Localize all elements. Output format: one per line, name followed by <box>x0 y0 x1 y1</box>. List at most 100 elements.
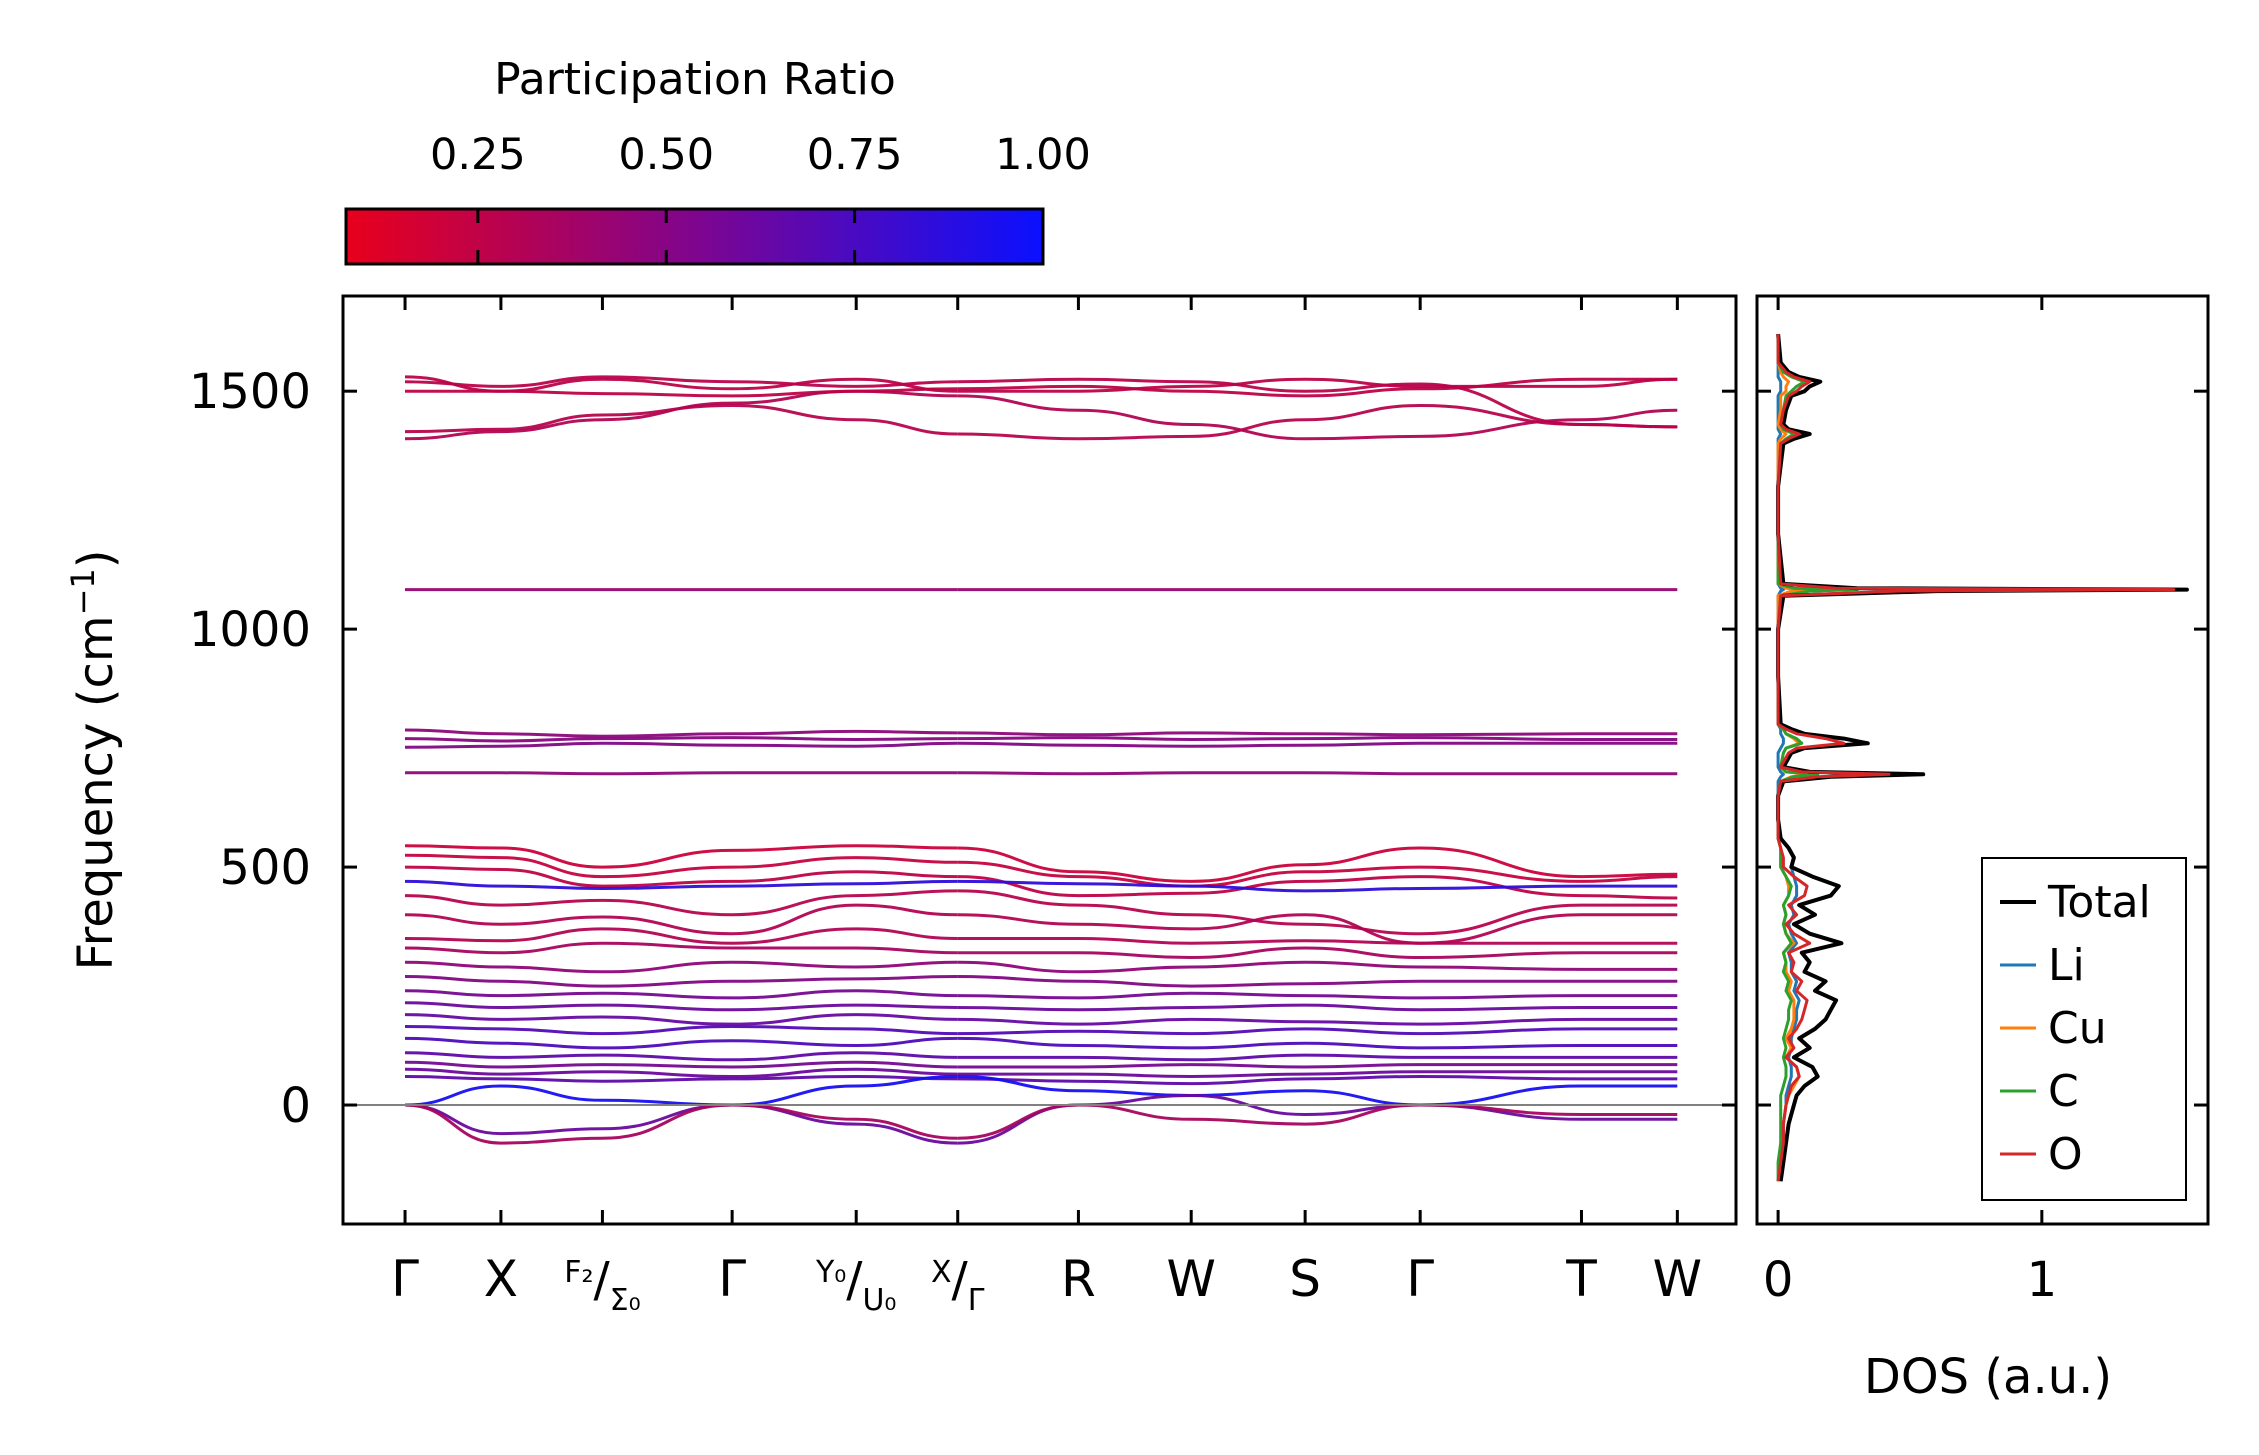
band-line <box>957 1036 1678 1050</box>
band-line <box>404 1024 958 1036</box>
band-line <box>957 1074 1678 1086</box>
band-line <box>404 975 958 988</box>
legend-label-cu: Cu <box>2048 1003 2107 1054</box>
band-line <box>957 377 1678 393</box>
band-line <box>404 1075 958 1107</box>
band-line <box>404 1103 958 1145</box>
band-line <box>404 1067 958 1079</box>
band-line <box>957 1053 1678 1062</box>
band-line <box>404 728 958 738</box>
band-line <box>957 377 1678 398</box>
band-line <box>404 741 958 749</box>
colorbar-title: Participation Ratio <box>494 54 896 105</box>
band-line <box>957 991 1678 1000</box>
dos-frame <box>1755 294 2210 1226</box>
y-tick-label: 0 <box>280 1078 311 1134</box>
kpoint-label: Γ <box>1406 1250 1434 1308</box>
dos-ticks <box>1757 296 2208 1224</box>
kpoint-label: W <box>1653 1250 1702 1308</box>
colorbar-tick-label: 0.75 <box>807 130 903 180</box>
band-line <box>957 1027 1678 1036</box>
band-line <box>957 975 1678 988</box>
band-line <box>404 941 958 955</box>
y-axis-title-main: Frequency (cm <box>68 615 124 970</box>
kpoint-label: X <box>484 1250 518 1308</box>
y-axis-title-exponent: −1 <box>64 568 102 615</box>
band-line <box>404 1013 958 1026</box>
kpoint-label: W <box>1166 1250 1215 1308</box>
band-line <box>404 989 958 1000</box>
band-line <box>404 865 958 888</box>
band-ticks <box>343 296 1736 1224</box>
legend: Total Li Cu CO <box>1981 857 2187 1201</box>
kpoint-label: S <box>1289 1250 1321 1308</box>
band-line <box>404 375 958 393</box>
y-tick-label: 500 <box>219 840 311 896</box>
band-line <box>404 927 958 945</box>
colorbar-tick-labels: 0.25 0.50 0.75 1.00 <box>430 130 1091 180</box>
y-axis-title: Frequency (cm−1) <box>64 549 124 970</box>
band-line <box>957 731 1678 737</box>
kpoint-label: T <box>1565 1250 1597 1308</box>
legend-label-li: Li <box>2048 940 2085 991</box>
colorbar-tick-label: 1.00 <box>995 130 1091 180</box>
band-line <box>404 1051 958 1062</box>
band-line <box>957 946 1678 960</box>
band-line <box>957 736 1678 742</box>
band-line <box>957 879 1678 893</box>
legend-entries: Total Li Cu CO <box>2000 877 2151 1180</box>
band-lines <box>404 375 1678 1145</box>
band-line <box>957 1003 1678 1012</box>
legend-label-o: O <box>2048 1129 2083 1180</box>
band-line <box>404 844 958 869</box>
band-line <box>957 377 1678 429</box>
band-line <box>404 403 958 436</box>
band-line <box>404 1103 958 1145</box>
dos-x-tick-label: 0 <box>1763 1252 1794 1308</box>
band-line <box>957 1070 1678 1079</box>
dos-line-o <box>1776 334 2176 1182</box>
colorbar-tick-label: 0.25 <box>430 130 526 180</box>
kpoint-labels: Γ X F₂/Σ₀ Γ Y₀/U₀X/Γ R W S Γ T W <box>391 1250 1702 1318</box>
kpoint-label: R <box>1061 1250 1096 1308</box>
band-line <box>404 889 958 917</box>
band-line <box>404 853 958 879</box>
dos-x-tick-label: 1 <box>2027 1252 2058 1308</box>
band-line <box>957 936 1678 945</box>
band-frame <box>341 294 1738 1226</box>
band-line <box>957 875 1678 900</box>
band-line <box>404 1001 958 1012</box>
band-line <box>404 960 958 974</box>
kpoint-label: X/Γ <box>931 1252 985 1318</box>
band-line <box>404 879 958 891</box>
kpoint-label: Y₀/U₀ <box>815 1252 897 1318</box>
band-line <box>957 1075 1678 1107</box>
kpoint-label: F₂/Σ₀ <box>564 1252 640 1318</box>
band-line <box>404 736 958 743</box>
band-line <box>404 375 958 388</box>
x-axis-title: DOS (a.u.) <box>1864 1349 2112 1405</box>
band-line <box>404 1074 958 1083</box>
colorbar-ticks <box>476 209 857 264</box>
colorbar-gradient <box>344 207 1045 266</box>
y-axis-title-close: ) <box>68 549 124 568</box>
band-line <box>957 960 1678 974</box>
band-line <box>957 913 1678 945</box>
band-line <box>957 771 1678 776</box>
band-line <box>957 1063 1678 1069</box>
legend-label-c: C <box>2048 1066 2079 1117</box>
band-line <box>957 889 1678 936</box>
band-line <box>404 1060 958 1069</box>
y-tick-label: 1500 <box>189 364 311 420</box>
band-line <box>957 1093 1678 1145</box>
legend-label-total: Total <box>2047 877 2151 928</box>
band-line <box>957 1017 1678 1026</box>
colorbar-tick-label: 0.50 <box>618 130 714 180</box>
y-tick-label: 1000 <box>189 602 311 658</box>
band-line <box>957 741 1678 748</box>
kpoint-label: Γ <box>718 1250 746 1308</box>
dos-lines <box>1776 333 2189 1182</box>
